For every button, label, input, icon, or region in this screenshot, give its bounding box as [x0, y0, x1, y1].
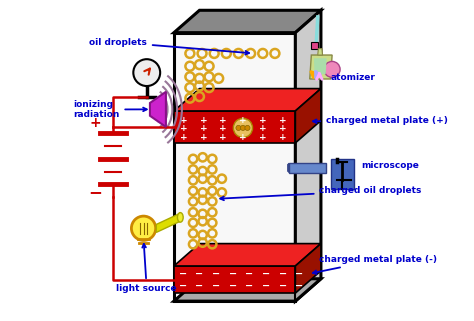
Text: +: +: [239, 116, 247, 125]
Text: +: +: [90, 116, 101, 130]
Text: −: −: [195, 281, 203, 291]
Polygon shape: [310, 55, 332, 79]
Polygon shape: [174, 33, 295, 301]
Text: charged oil droplets: charged oil droplets: [220, 187, 422, 200]
Text: −: −: [179, 281, 187, 291]
Text: −: −: [179, 269, 187, 279]
Text: charged metal plate (-): charged metal plate (-): [313, 255, 438, 274]
Polygon shape: [287, 163, 289, 173]
Ellipse shape: [177, 213, 183, 222]
Text: −: −: [262, 281, 270, 291]
Text: −: −: [279, 281, 287, 291]
Polygon shape: [314, 58, 327, 74]
Circle shape: [236, 125, 241, 130]
Polygon shape: [174, 266, 295, 293]
Bar: [330, 159, 355, 189]
Text: charged metal plate (+): charged metal plate (+): [313, 116, 447, 125]
Text: +: +: [259, 133, 266, 142]
Text: +: +: [279, 124, 286, 133]
Polygon shape: [174, 279, 321, 301]
Text: microscope: microscope: [361, 161, 419, 170]
Polygon shape: [174, 244, 321, 266]
Text: +: +: [219, 116, 227, 125]
Text: +: +: [259, 116, 266, 125]
Bar: [311, 42, 319, 49]
Text: +: +: [219, 124, 227, 133]
Text: +: +: [239, 133, 247, 142]
Text: −: −: [279, 269, 287, 279]
Polygon shape: [174, 89, 321, 111]
Text: +: +: [219, 133, 227, 142]
Polygon shape: [295, 89, 321, 143]
Text: +: +: [200, 116, 207, 125]
Polygon shape: [150, 92, 166, 127]
Text: +: +: [180, 124, 187, 133]
Polygon shape: [174, 111, 295, 143]
Text: −: −: [245, 269, 254, 279]
Text: −: −: [295, 281, 303, 291]
Text: −: −: [295, 269, 303, 279]
Polygon shape: [318, 49, 322, 55]
Circle shape: [240, 125, 246, 130]
Text: atomizer: atomizer: [330, 73, 375, 82]
Circle shape: [131, 216, 155, 240]
Circle shape: [233, 118, 253, 137]
Text: +: +: [180, 133, 187, 142]
Text: light source: light source: [117, 244, 177, 293]
Circle shape: [245, 125, 250, 130]
Text: −: −: [262, 269, 270, 279]
Text: ionizing
radiation: ionizing radiation: [73, 100, 147, 119]
Text: +: +: [200, 133, 207, 142]
Text: +: +: [259, 124, 266, 133]
Text: −: −: [89, 183, 102, 201]
Text: −: −: [195, 269, 203, 279]
Polygon shape: [174, 10, 321, 33]
Text: +: +: [279, 133, 286, 142]
Text: −: −: [245, 281, 254, 291]
Bar: [289, 163, 326, 173]
Polygon shape: [295, 10, 321, 301]
Text: oil droplets: oil droplets: [89, 38, 249, 55]
Text: +: +: [279, 116, 286, 125]
Polygon shape: [156, 213, 180, 232]
Text: +: +: [200, 124, 207, 133]
Text: +: +: [180, 116, 187, 125]
Text: −: −: [228, 281, 237, 291]
Circle shape: [133, 59, 160, 86]
Polygon shape: [295, 244, 321, 293]
Text: −: −: [228, 269, 237, 279]
Text: −: −: [212, 281, 220, 291]
Circle shape: [324, 61, 340, 77]
Text: −: −: [212, 269, 220, 279]
